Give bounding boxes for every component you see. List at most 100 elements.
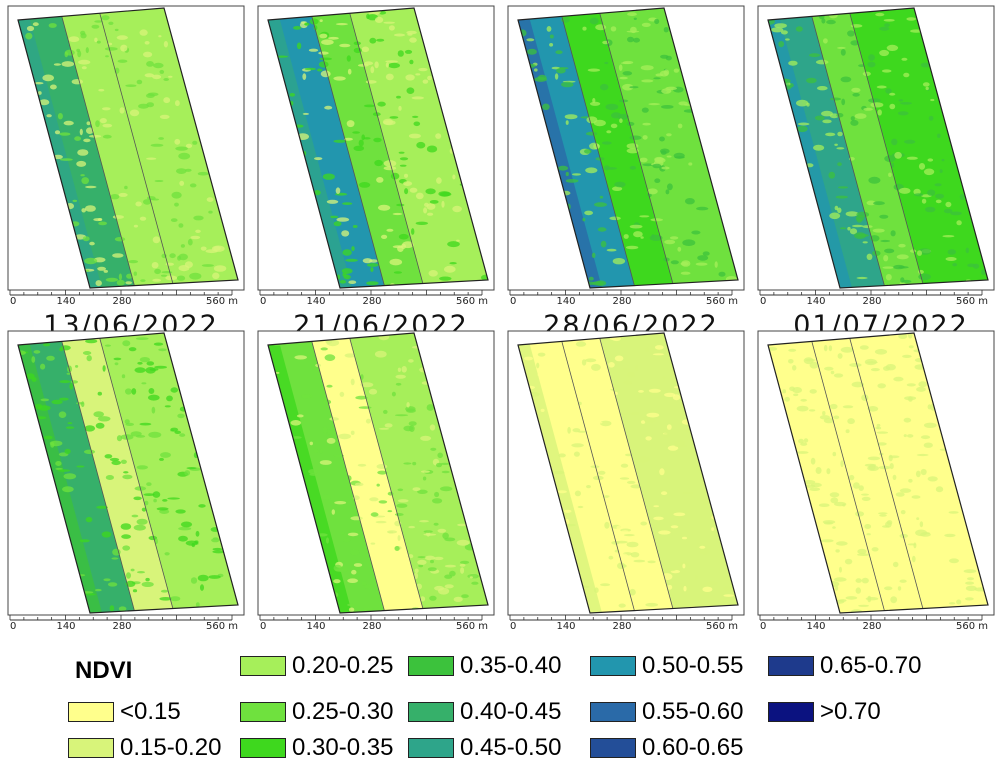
legend-swatch: [590, 656, 636, 676]
scale-bar-label: 140: [306, 621, 325, 629]
field-outline: [267, 7, 489, 289]
field-strip: [99, 8, 238, 284]
legend-swatch: [240, 702, 286, 722]
field-edge-zone: [768, 344, 852, 613]
scale-bar-label: 560 m: [956, 296, 988, 304]
legend-item: 0.45-0.50: [408, 733, 561, 763]
ndvi-map-panel: 0 140 280 560 m: [506, 329, 756, 654]
legend-label: >0.70: [820, 698, 881, 725]
legend-item: 0.35-0.40: [408, 651, 561, 681]
ndvi-map: 0 140 280 560 m: [257, 330, 495, 629]
scale-bar: [9, 615, 233, 621]
scale-bar-label: 140: [806, 296, 825, 304]
field-outline: [767, 332, 989, 614]
ndvi-map: 0 140 280 560 m: [507, 330, 745, 629]
scale-bar-label: 140: [806, 621, 825, 629]
scale-bar-label: 560 m: [456, 621, 488, 629]
legend-label: 0.35-0.40: [460, 652, 562, 679]
ndvi-map-panel: 0 140 280 560 m 01/07/2022: [756, 4, 1000, 341]
scale-bar-label: 0: [260, 621, 266, 629]
field-strip: [599, 333, 738, 609]
field-divider: [349, 13, 424, 284]
field-divider: [811, 16, 885, 286]
scale-bar-label: 280: [612, 296, 631, 304]
ndvi-legend: NDVI <0.15 0.15-0.20 0.20-0.25 0.25-0.30 0.3…: [0, 645, 1000, 763]
ndvi-map: 0 140 280 560 m: [257, 5, 495, 304]
field-outline: [517, 332, 739, 614]
field-divider: [599, 13, 674, 284]
legend-item: >0.70: [768, 697, 881, 727]
ndvi-map-panel: 0 140 280 560 m: [256, 329, 506, 654]
field-divider: [311, 16, 385, 286]
legend-label: 0.40-0.45: [460, 698, 562, 725]
scale-bar-label: 0: [760, 621, 766, 629]
ndvi-map: 0 140 280 560 m: [757, 330, 995, 629]
ndvi-map: 0 140 280 560 m: [7, 330, 245, 629]
field-divider: [61, 16, 135, 286]
field-edge-zone: [18, 344, 102, 613]
legend-item: 0.40-0.45: [408, 697, 561, 727]
field-outline: [17, 7, 239, 289]
field-divider: [61, 341, 135, 611]
legend-label: 0.15-0.20: [120, 734, 222, 761]
legend-item: 0.50-0.55: [590, 651, 743, 681]
scale-bar-label: 0: [510, 621, 516, 629]
legend-swatch: [240, 656, 286, 676]
field-outline: [517, 7, 739, 289]
scale-bar-label: 140: [56, 621, 75, 629]
legend-item: 0.65-0.70: [768, 651, 921, 681]
field-edge-zone: [518, 344, 602, 613]
scale-bar-label: 0: [510, 296, 516, 304]
legend-swatch: [590, 738, 636, 758]
field-strip: [561, 13, 673, 286]
legend-swatch: [408, 656, 454, 676]
field-edge-zone: [18, 19, 102, 288]
ndvi-map-panel: 0 140 280 560 m: [6, 329, 256, 654]
legend-swatch: [768, 702, 814, 722]
ndvi-map-panel: 0 140 280 560 m: [756, 329, 1000, 654]
field-strip: [311, 338, 423, 611]
scale-bar-label: 560 m: [206, 621, 238, 629]
scale-bar: [9, 290, 233, 296]
field-divider: [561, 341, 635, 611]
field-edge-zone: [518, 19, 602, 288]
scale-bar: [759, 615, 983, 621]
scale-bar-label: 280: [362, 621, 381, 629]
ndvi-map-panel: 0 140 280 560 m 13/06/2022: [6, 4, 256, 341]
field-outline: [17, 332, 239, 614]
field-strip: [61, 338, 173, 611]
scale-bar-label: 140: [306, 296, 325, 304]
legend-label: <0.15: [120, 698, 181, 725]
field-strip: [811, 338, 923, 611]
legend-label: 0.30-0.35: [292, 734, 394, 761]
scale-bar-label: 280: [112, 621, 131, 629]
scale-bar: [509, 615, 733, 621]
legend-label: 0.65-0.70: [820, 652, 922, 679]
legend-swatch: [408, 702, 454, 722]
field-divider: [349, 338, 424, 609]
scale-bar-label: 560 m: [706, 296, 738, 304]
scale-bar-label: 140: [56, 296, 75, 304]
ndvi-map: 0 140 280 560 m: [757, 5, 995, 304]
field-strip: [599, 8, 738, 284]
legend-label: 0.20-0.25: [292, 652, 394, 679]
scale-bar-label: 280: [362, 296, 381, 304]
legend-label: 0.55-0.60: [642, 698, 744, 725]
field-divider: [311, 341, 385, 611]
legend-label: 0.60-0.65: [642, 734, 744, 761]
field-divider: [99, 13, 174, 284]
field-divider: [811, 341, 885, 611]
scale-bar-label: 280: [862, 296, 881, 304]
ndvi-map-panel: 0 140 280 560 m 28/06/2022: [506, 4, 756, 341]
scale-bar-label: 560 m: [206, 296, 238, 304]
field-outline: [767, 7, 989, 289]
legend-item: 0.30-0.35: [240, 733, 393, 763]
field-divider: [849, 13, 924, 284]
legend-item: <0.15: [68, 697, 181, 727]
legend-swatch: [768, 656, 814, 676]
ndvi-map-panel: 0 140 280 560 m 21/06/2022: [256, 4, 506, 341]
field-outline: [267, 332, 489, 614]
legend-item: 0.55-0.60: [590, 697, 743, 727]
ndvi-map: 0 140 280 560 m: [507, 5, 745, 304]
scale-bar: [509, 290, 733, 296]
